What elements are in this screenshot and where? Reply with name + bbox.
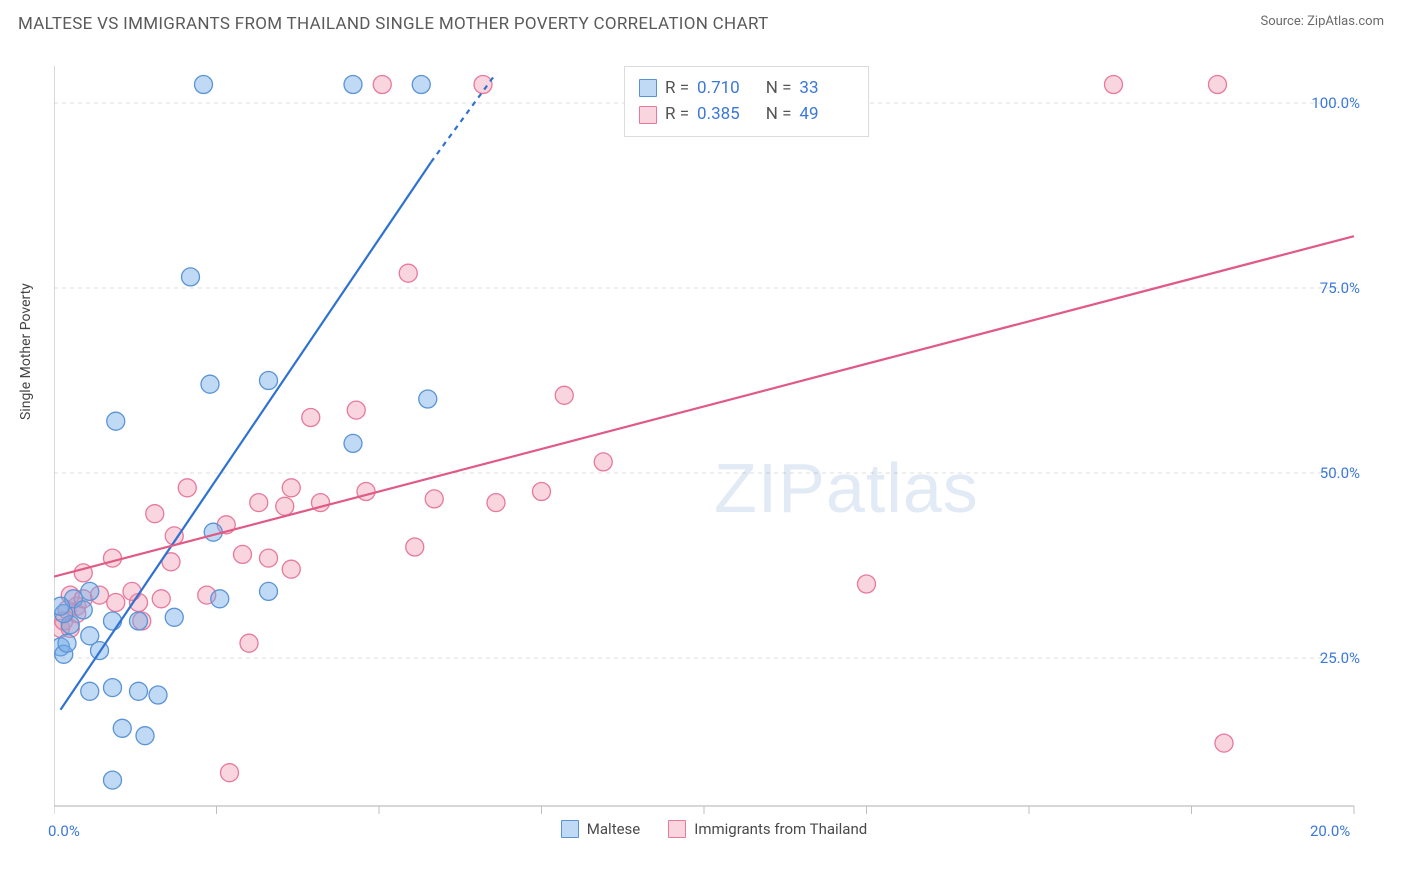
source-name: ZipAtlas.com bbox=[1307, 14, 1384, 29]
data-point bbox=[282, 479, 300, 497]
data-point bbox=[104, 549, 122, 567]
data-point bbox=[260, 372, 278, 390]
data-point bbox=[357, 483, 375, 501]
y-tick-label: 100.0% bbox=[1311, 94, 1360, 112]
data-point bbox=[347, 401, 365, 419]
data-point bbox=[74, 601, 92, 619]
trend-line-maltese bbox=[61, 162, 432, 710]
x-tick-label: 20.0% bbox=[1310, 822, 1350, 840]
data-point bbox=[104, 612, 122, 630]
data-point bbox=[344, 434, 362, 452]
data-point bbox=[178, 479, 196, 497]
data-point bbox=[104, 679, 122, 697]
data-point bbox=[81, 582, 99, 600]
chart-area: ZIPatlas R =0.710N =33R =0.385N =49 Malt… bbox=[54, 58, 1374, 818]
data-point bbox=[221, 764, 239, 782]
data-point bbox=[425, 490, 443, 508]
trend-line-maltese-dashed bbox=[431, 73, 496, 162]
chart-source: Source: ZipAtlas.com bbox=[1260, 14, 1384, 29]
n-label: N = bbox=[766, 75, 792, 101]
data-point bbox=[234, 545, 252, 563]
data-point bbox=[555, 386, 573, 404]
source-label: Source: bbox=[1260, 14, 1307, 29]
data-point bbox=[302, 409, 320, 427]
chart-header: MALTESE VS IMMIGRANTS FROM THAILAND SING… bbox=[0, 0, 1406, 40]
data-point bbox=[211, 590, 229, 608]
data-point bbox=[113, 719, 131, 737]
data-point bbox=[487, 494, 505, 512]
legend-label: Immigrants from Thailand bbox=[694, 820, 867, 838]
data-point bbox=[1215, 734, 1233, 752]
data-point bbox=[123, 582, 141, 600]
data-point bbox=[149, 686, 167, 704]
data-point bbox=[474, 76, 492, 94]
data-point bbox=[412, 76, 430, 94]
legend-swatch bbox=[561, 820, 579, 838]
data-point bbox=[130, 612, 148, 630]
data-point bbox=[54, 597, 70, 615]
data-point bbox=[1209, 76, 1227, 94]
legend-item: Immigrants from Thailand bbox=[668, 820, 867, 838]
r-value: 0.710 bbox=[697, 75, 740, 101]
correlation-row: R = 0.710 N = 33 bbox=[639, 75, 854, 101]
data-point bbox=[1105, 76, 1123, 94]
data-point bbox=[399, 264, 417, 282]
y-axis-label: Single Mother Poverty bbox=[18, 283, 34, 420]
legend-swatch bbox=[639, 79, 657, 97]
n-label: N = bbox=[766, 101, 792, 127]
data-point bbox=[195, 76, 213, 94]
data-point bbox=[858, 575, 876, 593]
data-point bbox=[260, 582, 278, 600]
r-value: 0.385 bbox=[697, 101, 740, 127]
data-point bbox=[130, 682, 148, 700]
data-point bbox=[201, 375, 219, 393]
data-point bbox=[182, 268, 200, 286]
data-point bbox=[344, 76, 362, 94]
trend-line-thailand bbox=[54, 236, 1354, 576]
data-point bbox=[419, 390, 437, 408]
data-point bbox=[136, 727, 154, 745]
series-legend: Maltese Immigrants from Thailand bbox=[54, 820, 1374, 838]
data-point bbox=[594, 453, 612, 471]
data-point bbox=[533, 483, 551, 501]
data-point bbox=[107, 594, 125, 612]
y-tick-label: 75.0% bbox=[1320, 279, 1360, 297]
legend-swatch bbox=[668, 820, 686, 838]
data-point bbox=[373, 76, 391, 94]
correlation-legend: R = 0.710 N = 33 R = 0.385 N = 49 bbox=[624, 66, 869, 137]
data-point bbox=[240, 634, 258, 652]
legend-swatch bbox=[639, 106, 657, 124]
scatter-chart bbox=[54, 58, 1374, 818]
data-point bbox=[104, 771, 122, 789]
legend-label: Maltese bbox=[587, 820, 640, 838]
data-point bbox=[260, 549, 278, 567]
x-tick-label: 0.0% bbox=[48, 822, 80, 840]
chart-title: MALTESE VS IMMIGRANTS FROM THAILAND SING… bbox=[18, 14, 769, 34]
data-point bbox=[282, 560, 300, 578]
y-tick-label: 25.0% bbox=[1320, 649, 1360, 667]
data-point bbox=[107, 412, 125, 430]
data-point bbox=[152, 590, 170, 608]
data-point bbox=[165, 608, 183, 626]
y-tick-label: 50.0% bbox=[1320, 464, 1360, 482]
data-point bbox=[146, 505, 164, 523]
data-point bbox=[406, 538, 424, 556]
data-point bbox=[276, 497, 294, 515]
n-value: 49 bbox=[799, 101, 818, 127]
n-value: 33 bbox=[799, 75, 818, 101]
correlation-row: R = 0.385 N = 49 bbox=[639, 101, 854, 127]
data-point bbox=[58, 634, 76, 652]
data-point bbox=[250, 494, 268, 512]
data-point bbox=[81, 682, 99, 700]
legend-item: Maltese bbox=[561, 820, 640, 838]
r-label: R = bbox=[665, 75, 689, 101]
r-label: R = bbox=[665, 101, 689, 127]
